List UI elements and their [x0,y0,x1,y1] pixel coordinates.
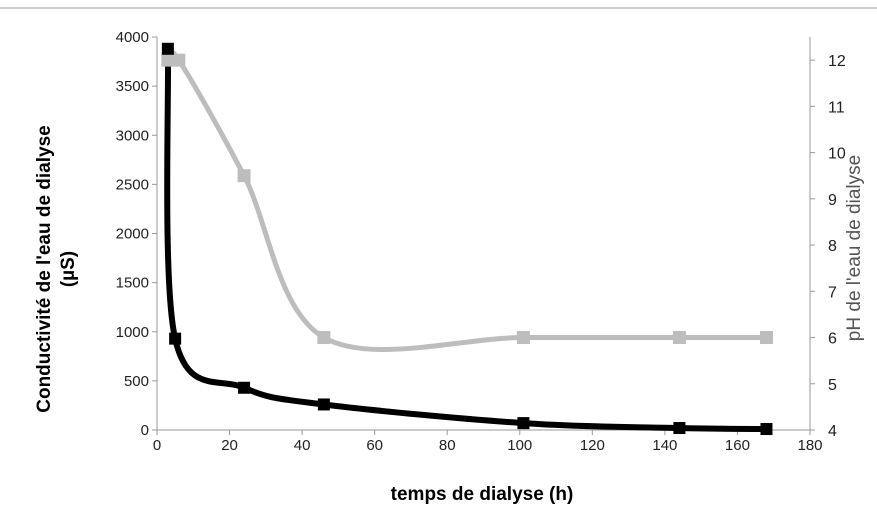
right-y-tick-label: 9 [828,192,837,209]
left-y-tick-label: 2500 [116,176,149,193]
conductivity-series-line [164,45,770,432]
conductivity-data-point [238,381,251,394]
left-y-axis-title-line2: (µS) [58,251,79,287]
right-y-tick-label: 4 [828,423,837,440]
axes [152,36,815,435]
left-y-tick-label: 0 [141,422,149,439]
ph-data-point [516,331,530,345]
right-y-tick-label: 5 [828,377,837,394]
x-tick-label: 80 [439,437,456,454]
left-y-tick-label: 3500 [116,78,149,95]
ph-data-point [317,331,331,345]
right-y-tick-label: 8 [828,238,837,255]
right-y-tick-labels: 4 5 6 7 8 9 10 11 12 [828,53,846,440]
left-y-tick-label: 3000 [116,127,149,144]
right-y-tick-label: 6 [828,331,837,348]
left-y-tick-label: 1500 [116,275,149,292]
x-tick-label: 180 [797,437,822,454]
conductivity-data-point [161,42,174,55]
ph-data-point [759,331,773,345]
left-y-tick-labels: 0 500 1000 1500 2000 2500 3000 3500 4000 [116,29,149,439]
left-y-tick-label: 1000 [116,324,149,341]
ph-data-point [672,331,686,345]
right-y-axis-title: pH de l'eau de dialyse [844,155,865,341]
x-tick-label: 120 [580,437,605,454]
left-y-axis-title-line1: Conductivité de l'eau de dialyse [34,125,55,413]
right-y-tick-label: 12 [828,53,846,70]
x-tick-label: 140 [652,437,677,454]
x-tick-label: 100 [507,437,532,454]
x-axis-title: temps de dialyse (h) [391,484,574,505]
ph-series-line [165,49,769,352]
series-markers [161,42,773,436]
ph-data-point [172,53,186,67]
x-tick-label: 0 [153,437,161,454]
x-tick-label: 60 [366,437,383,454]
left-y-tick-label: 500 [124,373,149,390]
conductivity-data-point [169,332,182,345]
x-tick-labels: 0 20 40 60 80 100 120 140 160 180 [153,437,823,454]
left-y-tick-label: 2000 [116,226,149,243]
right-y-tick-label: 10 [828,146,846,163]
ph-data-point [237,169,251,183]
x-tick-label: 40 [294,437,311,454]
conductivity-data-point [317,398,330,411]
x-tick-label: 20 [221,437,238,454]
x-tick-label: 160 [725,437,750,454]
right-y-tick-label: 7 [828,284,837,301]
conductivity-data-point [673,422,686,435]
series-lines [164,45,770,432]
conductivity-data-point [760,423,773,436]
right-y-tick-label: 11 [828,99,845,116]
ph-data-point [161,53,175,67]
conductivity-data-point [517,417,530,430]
left-y-tick-label: 4000 [116,29,149,46]
